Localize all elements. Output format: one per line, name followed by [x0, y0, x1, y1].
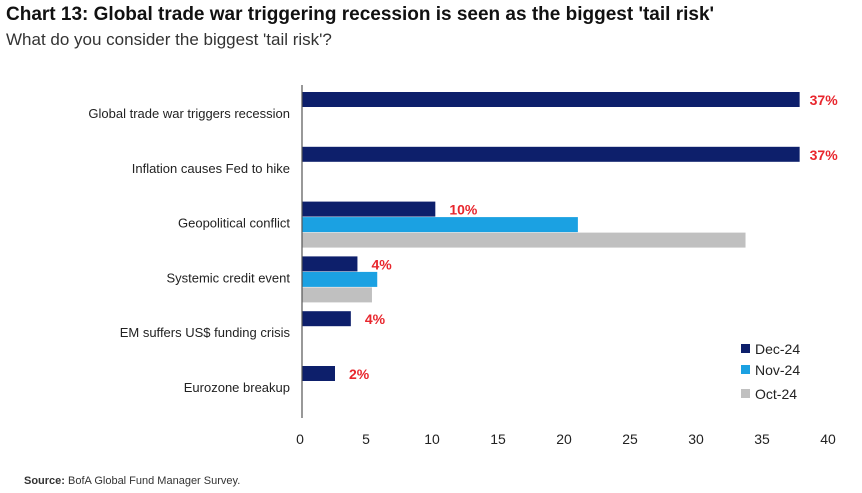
- legend-label: Oct-24: [755, 386, 797, 402]
- source-text: BofA Global Fund Manager Survey.: [68, 475, 241, 487]
- data-label: 37%: [810, 92, 839, 108]
- bar-dec-24: [302, 311, 351, 327]
- bar-dec-24: [302, 256, 358, 272]
- category-label: Inflation causes Fed to hike: [132, 161, 290, 176]
- bar-nov-24: [302, 217, 578, 233]
- x-tick-label: 20: [556, 431, 572, 447]
- category-label: Systemic credit event: [166, 270, 290, 285]
- category-label: EM suffers US$ funding crisis: [120, 325, 291, 340]
- legend-swatch: [741, 344, 750, 353]
- bar-dec-24: [302, 146, 800, 162]
- chart-title: Chart 13: Global trade war triggering re…: [6, 4, 715, 25]
- x-tick-label: 10: [424, 431, 440, 447]
- source-note: Source: BofA Global Fund Manager Survey.: [24, 475, 240, 487]
- legend-swatch: [741, 389, 750, 398]
- bar-nov-24: [302, 271, 378, 287]
- x-tick-label: 35: [754, 431, 770, 447]
- bar-dec-24: [302, 366, 335, 381]
- x-tick-label: 0: [296, 431, 304, 447]
- bar-dec-24: [302, 92, 800, 107]
- x-tick-label: 25: [622, 431, 638, 447]
- x-tick-label: 30: [688, 431, 704, 447]
- legend-label: Nov-24: [755, 362, 800, 378]
- data-label: 10%: [449, 202, 478, 218]
- x-tick-label: 5: [362, 431, 370, 447]
- bar-oct-24: [302, 232, 746, 248]
- x-tick-label: 15: [490, 431, 506, 447]
- legend-swatch: [741, 365, 750, 374]
- bar-dec-24: [302, 201, 436, 217]
- category-label: Geopolitical conflict: [178, 216, 290, 231]
- legend-label: Dec-24: [755, 341, 800, 357]
- data-label: 4%: [371, 256, 392, 272]
- data-label: 2%: [349, 366, 370, 382]
- data-label: 4%: [365, 311, 386, 327]
- category-label: Eurozone breakup: [184, 380, 290, 395]
- source-label: Source:: [24, 475, 65, 487]
- chart-subtitle: What do you consider the biggest 'tail r…: [6, 30, 332, 49]
- x-tick-label: 40: [820, 431, 836, 447]
- data-label: 37%: [810, 147, 839, 163]
- bar-oct-24: [302, 287, 372, 303]
- category-label: Global trade war triggers recession: [88, 106, 290, 121]
